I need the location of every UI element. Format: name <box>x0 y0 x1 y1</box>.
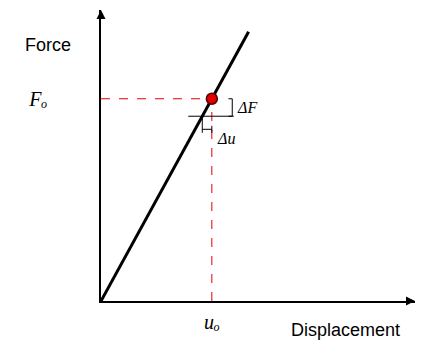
svg-text:Δu: Δu <box>217 130 235 147</box>
svg-text:Fₒ: Fₒ <box>28 88 47 110</box>
svg-text:Displacement: Displacement <box>291 320 400 340</box>
svg-text:uₒ: uₒ <box>204 311 220 333</box>
svg-text:ΔF: ΔF <box>237 99 257 116</box>
svg-text:Force: Force <box>25 35 71 55</box>
